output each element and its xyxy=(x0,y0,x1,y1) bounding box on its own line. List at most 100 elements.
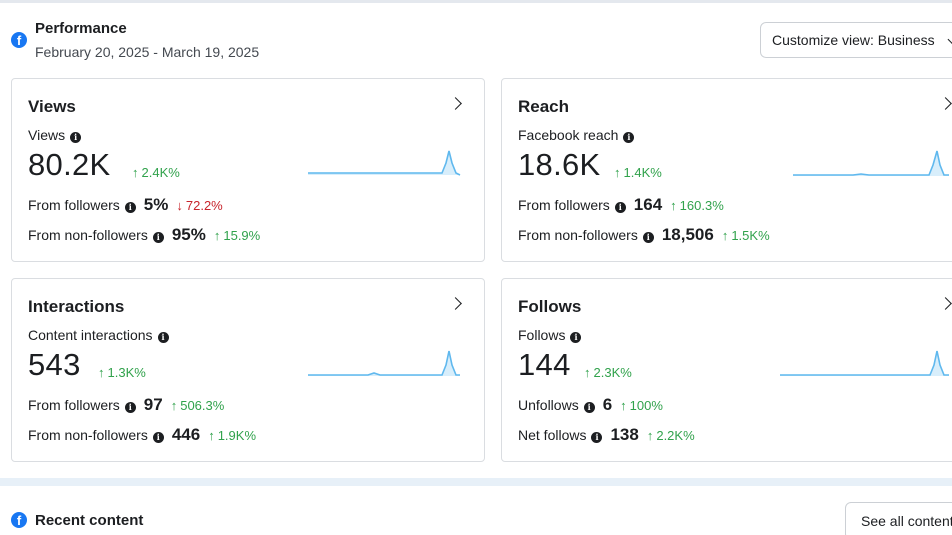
metric-delta-text: 1.4K% xyxy=(623,165,662,180)
from-followers-row: From followers i 164 ↑ 160.3% xyxy=(518,195,724,215)
info-icon[interactable]: i xyxy=(642,232,654,243)
arrow-up-icon: ↑ xyxy=(670,198,677,213)
card-title: Follows xyxy=(518,297,582,316)
see-all-content-button[interactable]: See all content xyxy=(845,502,952,535)
metric-value: 144 xyxy=(518,347,571,382)
metric-delta: ↑ 2.3K% xyxy=(584,365,632,380)
sparkline-area xyxy=(308,151,460,175)
metric-delta: ↑ 2.4K% xyxy=(132,165,180,180)
row-value: 18,506 xyxy=(661,225,714,244)
row-value: 6 xyxy=(602,395,613,414)
arrow-up-icon: ↑ xyxy=(213,228,221,243)
row-delta-text: 72.2% xyxy=(185,198,223,213)
sparkline-line xyxy=(308,150,461,176)
metric-value: 543 xyxy=(28,347,81,382)
info-icon[interactable]: i xyxy=(157,332,169,343)
top-border xyxy=(0,0,952,3)
chevron-right-icon[interactable] xyxy=(449,297,462,310)
metric-label: Facebook reach i xyxy=(518,127,635,143)
reach-card[interactable]: Reach Facebook reach i 18.6K ↑ 1.4K% From … xyxy=(501,78,952,262)
info-icon[interactable]: i xyxy=(70,132,82,143)
from-non-followers-row: From non-followers i 95% ↑ 15.9% xyxy=(28,225,260,245)
interactions-card[interactable]: Interactions Content interactions i 543 ↑… xyxy=(11,278,485,462)
chevron-right-icon[interactable] xyxy=(449,97,462,110)
row-delta: ↑ 100% xyxy=(620,398,663,413)
row-value: 164 xyxy=(633,195,663,214)
arrow-up-icon: ↑ xyxy=(620,398,627,413)
arrow-up-icon: ↑ xyxy=(646,428,654,443)
row-delta: ↑ 2.2K% xyxy=(647,428,695,443)
metric-value: 18.6K xyxy=(518,147,601,182)
row-label: From non-followers xyxy=(28,427,148,443)
recent-content-title: Recent content xyxy=(35,512,144,529)
row-delta-text: 15.9% xyxy=(223,228,261,243)
row-delta-text: 100% xyxy=(629,398,663,413)
arrow-up-icon: ↑ xyxy=(98,365,105,380)
card-title: Interactions xyxy=(28,297,125,316)
row-label: From non-followers xyxy=(28,227,148,243)
follows-card[interactable]: Follows Follows i 144 ↑ 2.3K% Unfollows i 6 ↑… xyxy=(501,278,952,462)
metric-label-text: Views xyxy=(28,127,66,143)
chevron-right-icon[interactable] xyxy=(939,297,952,310)
metric-delta-text: 2.4K% xyxy=(141,165,180,180)
metric-value: 80.2K xyxy=(28,147,111,182)
info-icon[interactable]: i xyxy=(570,332,582,343)
info-icon[interactable]: i xyxy=(124,202,136,213)
row-delta-text: 506.3% xyxy=(180,398,225,413)
info-icon[interactable]: i xyxy=(583,402,595,413)
info-icon[interactable]: i xyxy=(591,432,603,443)
row-value: 446 xyxy=(171,425,201,444)
sparkline-chart xyxy=(308,350,460,376)
sparkline-area xyxy=(780,351,949,376)
arrow-up-icon: ↑ xyxy=(584,365,591,380)
arrow-up-icon: ↑ xyxy=(132,165,139,180)
arrow-up-icon: ↑ xyxy=(721,228,729,243)
info-icon[interactable]: i xyxy=(152,432,164,443)
row-label: From followers xyxy=(28,197,120,213)
metric-delta-text: 2.3K% xyxy=(593,365,632,380)
row-value: 97 xyxy=(143,395,163,414)
sparkline-area xyxy=(308,351,460,376)
row-delta-text: 160.3% xyxy=(679,198,724,213)
metric-label-text: Facebook reach xyxy=(518,127,619,143)
section-divider xyxy=(0,478,952,486)
row-label: From followers xyxy=(518,197,610,213)
date-range: February 20, 2025 - March 19, 2025 xyxy=(35,44,260,60)
row-value: 138 xyxy=(610,425,639,444)
sparkline-line xyxy=(780,350,949,376)
info-icon[interactable]: i xyxy=(623,132,635,143)
from-followers-row: From followers i 97 ↑ 506.3% xyxy=(28,395,224,415)
from-followers-row: From followers i 5% ↓ 72.2% xyxy=(28,195,223,215)
sparkline-line xyxy=(308,350,460,376)
card-title: Reach xyxy=(518,97,570,116)
row-value: 5% xyxy=(143,195,169,214)
info-icon[interactable]: i xyxy=(152,232,164,243)
customize-view-dropdown[interactable]: Customize view: Business xyxy=(760,22,952,58)
arrow-down-icon: ↓ xyxy=(176,198,183,213)
card-title: Views xyxy=(28,97,76,116)
row-value: 95% xyxy=(171,225,206,244)
sparkline-chart xyxy=(793,150,949,176)
metric-delta-text: 1.3K% xyxy=(107,365,146,380)
row-delta-text: 1.5K% xyxy=(731,228,770,243)
info-icon[interactable]: i xyxy=(124,402,136,413)
row-delta: ↑ 160.3% xyxy=(670,198,724,213)
info-icon[interactable]: i xyxy=(614,202,626,213)
metric-label-text: Follows xyxy=(518,327,566,343)
sparkline-chart xyxy=(308,150,461,176)
row-label: Net follows xyxy=(518,427,587,443)
row-delta: ↑ 1.9K% xyxy=(208,428,256,443)
metric-label: Content interactions i xyxy=(28,327,169,343)
row-label: From non-followers xyxy=(518,227,638,243)
row-delta: ↑ 15.9% xyxy=(214,228,260,243)
from-non-followers-row: From non-followers i 18,506 ↑ 1.5K% xyxy=(518,225,770,245)
metric-delta: ↑ 1.3K% xyxy=(98,365,146,380)
from-non-followers-row: From non-followers i 446 ↑ 1.9K% xyxy=(28,425,256,445)
performance-header: f Performance February 20, 2025 - March … xyxy=(0,0,952,72)
views-card[interactable]: Views Views i 80.2K ↑ 2.4K% From followers… xyxy=(11,78,485,262)
arrow-up-icon: ↑ xyxy=(208,428,215,443)
metric-label: Follows i xyxy=(518,327,582,343)
metric-label-text: Content interactions xyxy=(28,327,153,343)
chevron-right-icon[interactable] xyxy=(939,97,952,110)
performance-title: Performance xyxy=(35,20,127,37)
